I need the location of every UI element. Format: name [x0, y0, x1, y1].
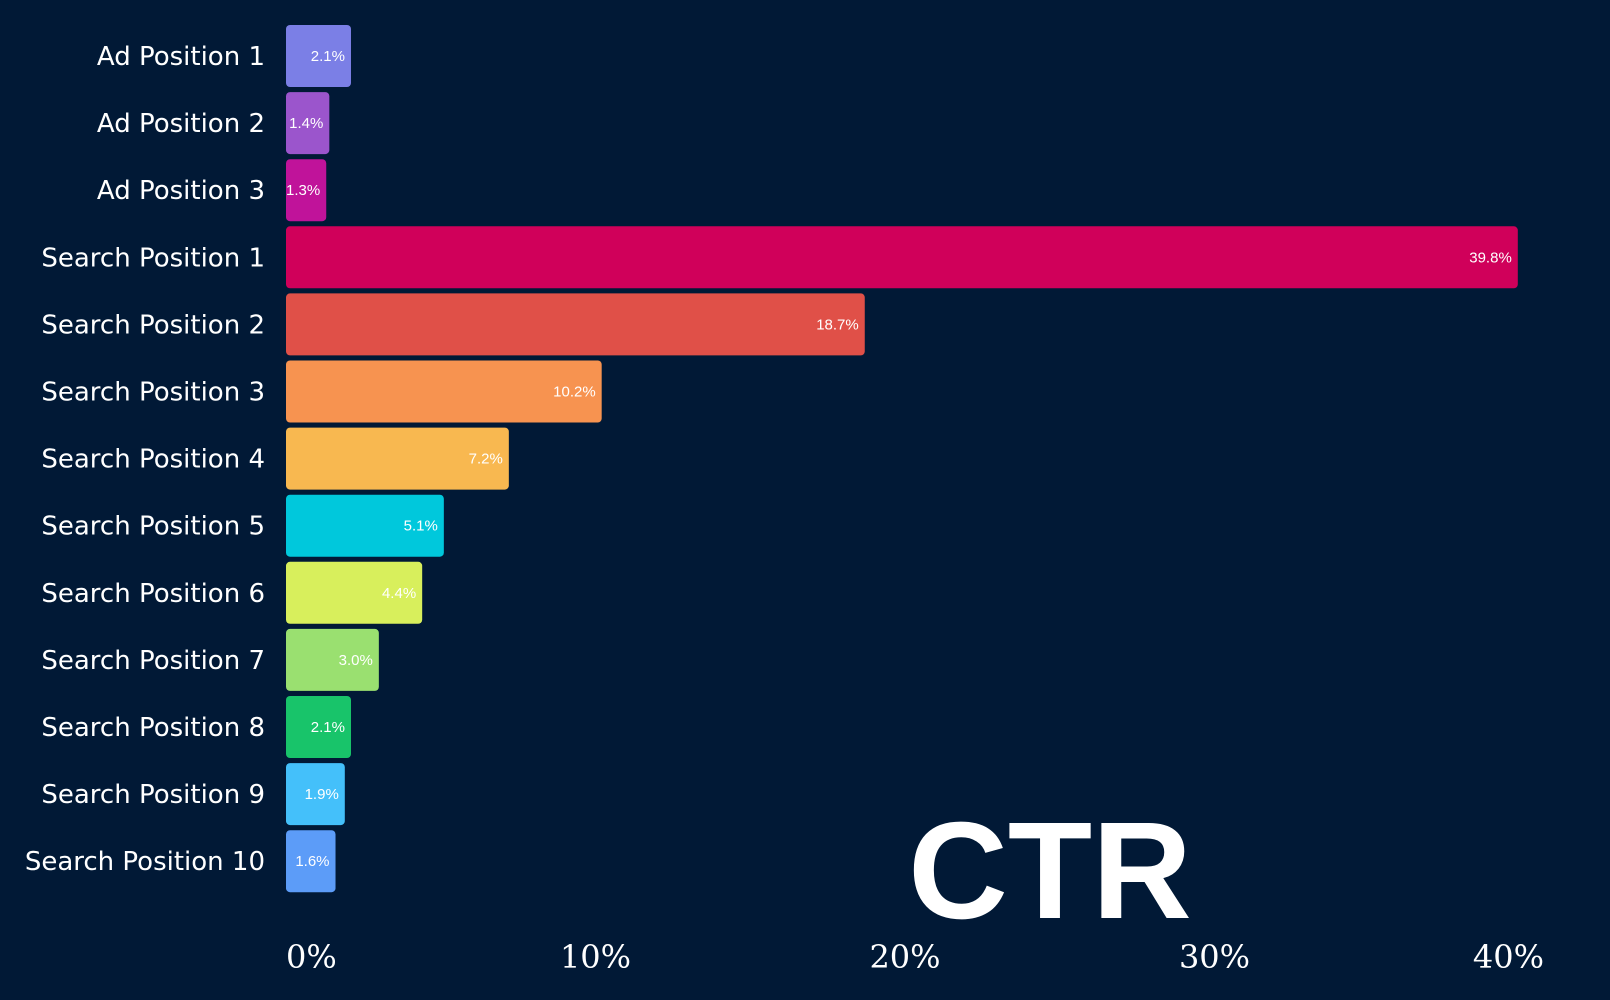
category-label: Search Position 7	[41, 646, 265, 676]
bar	[286, 628, 379, 691]
x-tick-label: 20%	[869, 938, 940, 976]
data-label: 1.6%	[295, 853, 329, 870]
bar-group: Ad Position 3 1.3%	[97, 159, 327, 222]
bar-group: Search Position 5 5.1%	[41, 494, 444, 557]
bar	[286, 763, 345, 826]
bar	[286, 427, 509, 490]
category-label: Search Position 1	[41, 243, 265, 273]
data-label: 7.2%	[469, 451, 503, 468]
x-tick-label: 30%	[1179, 938, 1250, 976]
bar-group: Search Position 10 1.6%	[25, 830, 336, 893]
category-label: Search Position 2	[41, 310, 265, 340]
bar-group: Search Position 1 39.8%	[41, 226, 1518, 289]
data-label: 1.3%	[286, 182, 320, 199]
x-tick-label: 40%	[1473, 938, 1544, 976]
bar-group: Search Position 4 7.2%	[41, 427, 509, 490]
category-label: Search Position 3	[41, 378, 265, 408]
chart-title: CTR	[908, 794, 1192, 948]
data-label: 4.4%	[382, 585, 416, 602]
bar	[286, 830, 336, 893]
category-label: Search Position 10	[25, 847, 265, 877]
category-label: Ad Position 1	[97, 42, 265, 72]
bar-group: Search Position 7 3.0%	[41, 628, 379, 691]
bar-group: Ad Position 1 2.1%	[97, 25, 351, 87]
category-label: Search Position 4	[41, 445, 265, 475]
bar	[286, 360, 602, 423]
data-label: 18.7%	[816, 316, 859, 333]
bar	[286, 494, 444, 557]
bar-group: Search Position 8 2.1%	[41, 696, 351, 758]
bar	[286, 561, 423, 624]
data-label: 39.8%	[1469, 249, 1512, 266]
x-tick-label: 10%	[560, 938, 631, 976]
category-label: Search Position 5	[41, 512, 265, 542]
data-label: 1.4%	[289, 115, 323, 132]
data-label: 5.1%	[404, 518, 438, 535]
data-label: 2.1%	[311, 48, 345, 65]
bar	[286, 25, 351, 87]
data-label: 1.9%	[305, 786, 339, 803]
x-tick-label: 0%	[286, 938, 337, 976]
bar	[286, 696, 351, 758]
bar	[286, 293, 865, 356]
category-label: Ad Position 2	[97, 109, 265, 139]
bar-group: Search Position 6 4.4%	[41, 561, 423, 624]
category-label: Search Position 8	[41, 713, 265, 743]
bar	[286, 226, 1518, 289]
data-label: 10.2%	[553, 384, 596, 401]
category-label: Ad Position 3	[97, 176, 265, 206]
category-label: Search Position 6	[41, 579, 265, 609]
bar-group: Search Position 2 18.7%	[41, 293, 865, 356]
bar	[286, 92, 330, 155]
bar-group: Search Position 9 1.9%	[41, 763, 345, 826]
bar	[286, 159, 327, 222]
bar-group: Search Position 3 10.2%	[41, 360, 602, 423]
category-label: Search Position 9	[41, 780, 265, 810]
data-label: 2.1%	[311, 719, 345, 736]
bar-group: Ad Position 2 1.4%	[97, 92, 330, 155]
data-label: 3.0%	[339, 652, 373, 669]
